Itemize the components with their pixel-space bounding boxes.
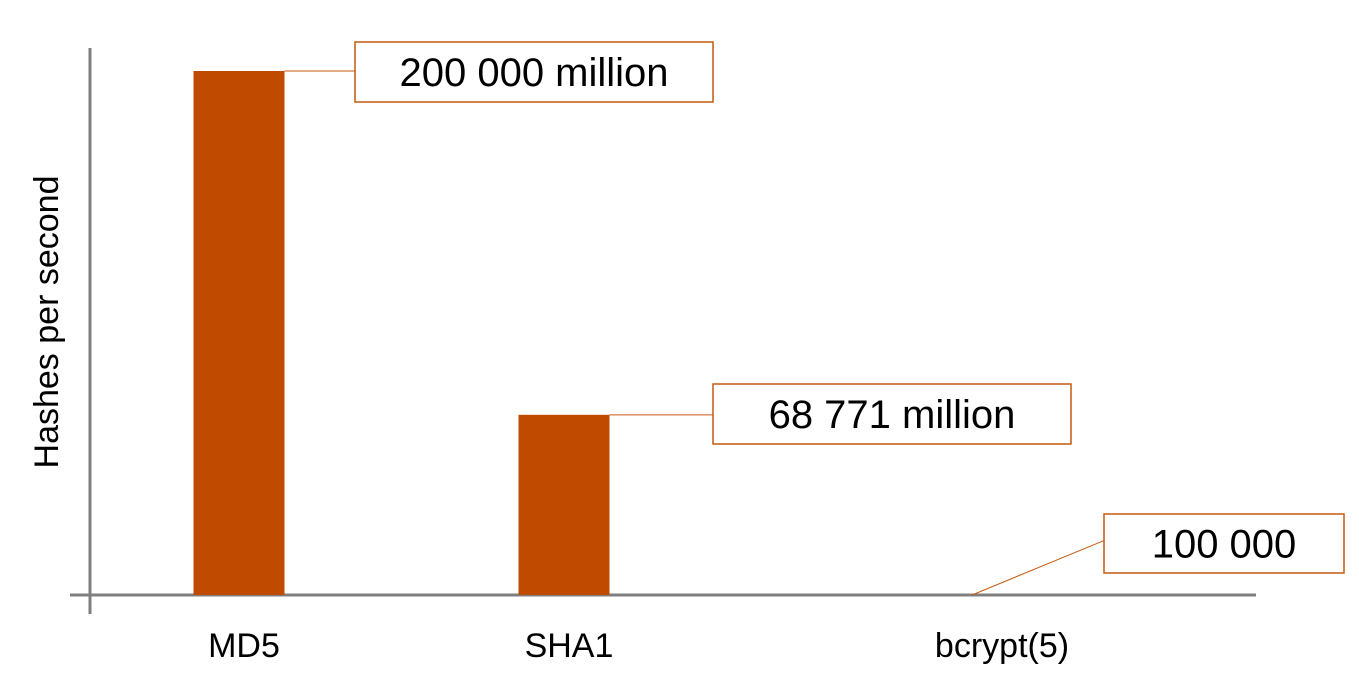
data-label-box bbox=[712, 383, 1072, 445]
bar-sha1 bbox=[518, 414, 610, 595]
x-tick-label: bcrypt(5) bbox=[935, 627, 1069, 665]
data-label: 68 771 million bbox=[769, 393, 1016, 437]
data-label: 200 000 million bbox=[399, 51, 668, 95]
data-label-box bbox=[1103, 513, 1345, 574]
data-label-leader-line bbox=[971, 540, 1105, 596]
data-label: 100 000 bbox=[1152, 523, 1297, 567]
x-tick-label: MD5 bbox=[208, 627, 280, 665]
y-axis-title: Hashes per second bbox=[28, 176, 66, 469]
x-tick-label: SHA1 bbox=[525, 627, 614, 665]
chart-marks: 200 000 million MD5 68 771 million SHA1 100 … bbox=[193, 41, 1345, 665]
data-label-box bbox=[354, 41, 714, 103]
bar-md5 bbox=[193, 71, 285, 595]
